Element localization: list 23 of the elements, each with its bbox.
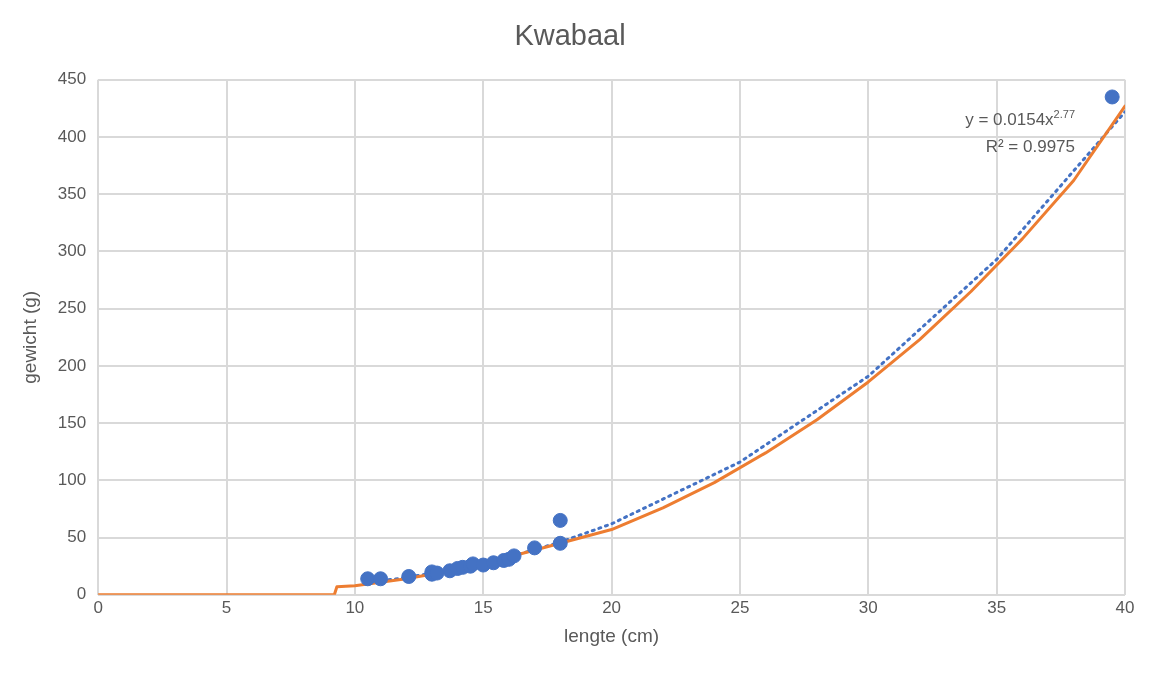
x-tick-label: 15 (473, 597, 493, 617)
y-tick-label: 50 (67, 527, 87, 547)
x-tick-label: 25 (730, 597, 750, 617)
y-tick-label: 300 (57, 241, 87, 261)
y-tick-label: 450 (57, 69, 87, 89)
y-axis-title: gewicht (g) (18, 290, 40, 384)
y-tick-label: 350 (57, 183, 87, 203)
y-tick-label: 0 (76, 584, 87, 604)
y-tick-label: 400 (57, 126, 87, 146)
y-tick-label: 250 (57, 298, 87, 318)
x-tick-label: 35 (987, 597, 1007, 617)
chart-title: Kwabaal (514, 19, 626, 52)
x-tick-label: 10 (345, 597, 365, 617)
x-tick-label: 20 (602, 597, 622, 617)
y-tick-label: 100 (57, 470, 87, 490)
x-tick-label: 30 (858, 597, 878, 617)
x-tick-label: 5 (221, 597, 232, 617)
x-tick-label: 0 (93, 597, 103, 617)
y-tick-label: 150 (57, 412, 87, 432)
x-axis-title: lengte (cm) (564, 624, 660, 646)
annotation: R² = 0.9975 (985, 136, 1075, 156)
x-tick-label: 40 (1115, 597, 1135, 617)
y-tick-label: 200 (57, 355, 87, 375)
